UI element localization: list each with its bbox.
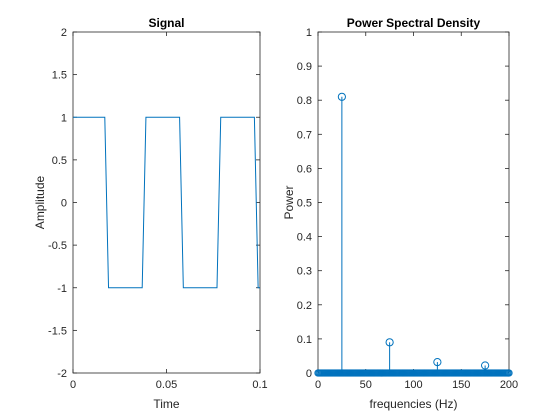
psd-y-tick-label: 0	[306, 368, 312, 380]
signal-y-tick-label: -0.5	[48, 240, 67, 252]
signal-y-tick-label: -1	[57, 283, 67, 295]
signal-y-tick-label: -2	[57, 368, 67, 380]
psd-x-tick-label: 50	[360, 379, 372, 391]
psd-y-tick-label: 0.7	[297, 129, 312, 141]
psd-x-axis-label: frequencies (Hz)	[369, 397, 457, 411]
signal-chart: Signal Time Amplitude 0 0.05 0.1 -2 -1.5 -1 -0…	[33, 16, 268, 411]
psd-y-tick-label: 0.2	[297, 300, 312, 312]
signal-x-tick-label: 0	[70, 379, 76, 391]
signal-title: Signal	[148, 16, 184, 30]
signal-x-axis-label: Time	[153, 397, 180, 411]
psd-x-tick-label: 150	[452, 379, 470, 391]
psd-y-tick-label: 1	[306, 27, 312, 39]
psd-x-tick-label: 0	[315, 379, 321, 391]
psd-x-tick-label: 200	[500, 379, 518, 391]
signal-y-tick-label: 1.5	[52, 70, 67, 82]
signal-x-tick-label: 0.05	[156, 379, 177, 391]
signal-y-tick-label: 2	[61, 27, 67, 39]
psd-y-tick-label: 0.8	[297, 95, 312, 107]
signal-axes	[73, 32, 260, 373]
psd-y-tick-label: 0.1	[297, 334, 312, 346]
psd-y-tick-label: 0.9	[297, 61, 312, 73]
psd-y-tick-label: 0.3	[297, 266, 312, 278]
signal-y-tick-label: 0	[61, 198, 67, 210]
psd-y-tick-label: 0.5	[297, 198, 312, 210]
signal-y-axis-label: Amplitude	[33, 176, 47, 230]
signal-y-tick-label: 1	[61, 112, 67, 124]
signal-x-tick-label: 0.1	[252, 379, 267, 391]
psd-y-tick-label: 0.6	[297, 163, 312, 175]
psd-x-tick-label: 100	[404, 379, 422, 391]
psd-axes	[318, 32, 509, 373]
signal-y-tick-label: 0.5	[52, 155, 67, 167]
psd-title: Power Spectral Density	[347, 16, 481, 30]
psd-chart: Power Spectral Density frequencies (Hz) …	[282, 16, 518, 411]
psd-y-axis-label: Power	[282, 185, 296, 219]
psd-y-tick-label: 0.4	[297, 232, 312, 244]
signal-y-tick-label: -1.5	[48, 325, 67, 337]
